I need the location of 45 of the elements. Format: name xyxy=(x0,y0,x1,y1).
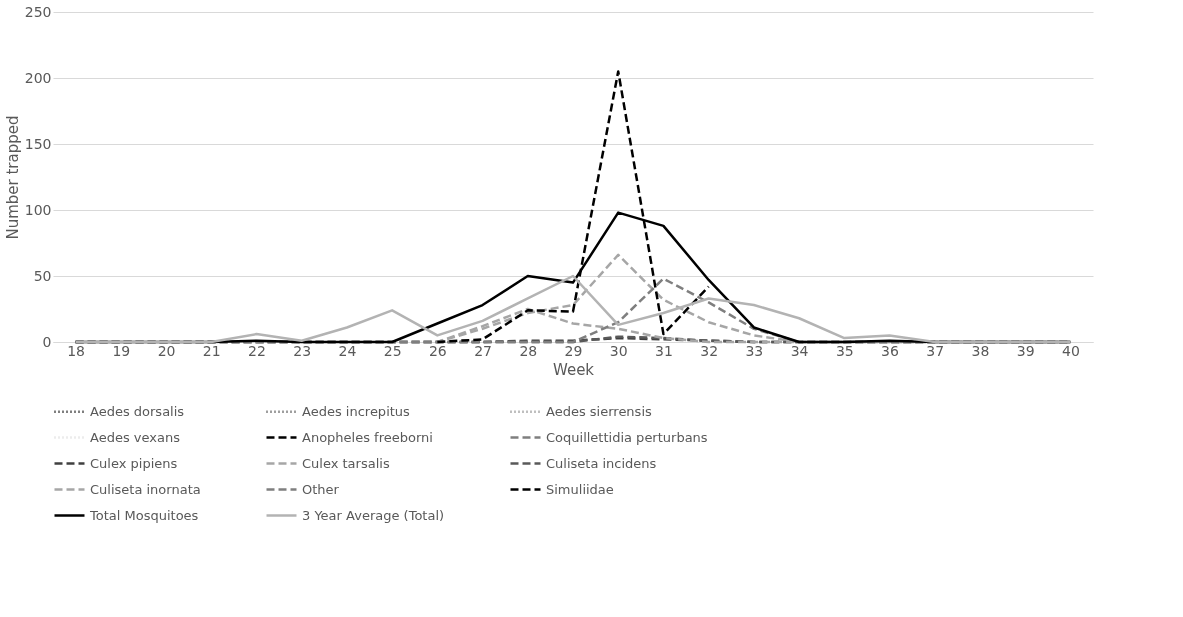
x-tick-label: 22 xyxy=(248,342,266,359)
x-tick-label: 38 xyxy=(971,342,990,359)
x-tick-label: 33 xyxy=(745,342,764,359)
legend-label: Culex tarsalis xyxy=(302,455,390,471)
legend-label: Aedes sierrensis xyxy=(546,403,652,419)
x-tick-label: 35 xyxy=(835,342,854,359)
x-tick-label: 28 xyxy=(519,342,538,359)
legend-label: Total Mosquitoes xyxy=(89,507,199,523)
x-tick-label: 39 xyxy=(1016,342,1035,359)
x-tick-label: 36 xyxy=(881,342,900,359)
legend-label: Culiseta incidens xyxy=(546,455,657,471)
x-tick-label: 23 xyxy=(293,342,312,359)
x-tick-label: 26 xyxy=(428,342,447,359)
y-tick-label: 50 xyxy=(33,267,52,284)
x-tick-label: 21 xyxy=(202,342,221,359)
y-tick-label: 150 xyxy=(24,135,52,152)
legend-label: Culex pipiens xyxy=(90,455,178,471)
x-tick-label: 29 xyxy=(564,342,583,359)
x-tick-label: 27 xyxy=(474,342,492,359)
x-tick-label: 37 xyxy=(926,342,945,359)
legend-label: Coquillettidia perturbans xyxy=(546,429,708,445)
x-tick-label: 25 xyxy=(383,342,402,359)
x-tick-label: 31 xyxy=(655,342,673,359)
legend-label: 3 Year Average (Total) xyxy=(302,507,445,523)
y-tick-label: 100 xyxy=(24,201,52,218)
y-tick-label: 0 xyxy=(42,333,52,350)
y-tick-label: 200 xyxy=(24,69,52,86)
x-tick-label: 24 xyxy=(338,342,357,359)
x-tick-label: 30 xyxy=(609,342,628,359)
x-tick-label: 18 xyxy=(67,342,86,359)
x-tick-label: 32 xyxy=(700,342,719,359)
legend-label: Culiseta inornata xyxy=(90,481,201,497)
legend-label: Aedes vexans xyxy=(90,429,181,445)
legend-label: Anopheles freeborni xyxy=(302,429,433,445)
x-tick-label: 40 xyxy=(1061,342,1080,359)
x-tick-label: 20 xyxy=(157,342,176,359)
legend-label: Simuliidae xyxy=(546,481,614,497)
legend-label: Aedes dorsalis xyxy=(90,403,185,419)
legend-label: Aedes increpitus xyxy=(302,403,411,419)
legend-label: Other xyxy=(302,481,340,497)
y-tick-label: 250 xyxy=(24,3,52,20)
x-axis-title: Week xyxy=(552,360,595,379)
y-axis-title: Number trapped xyxy=(3,115,22,240)
x-tick-label: 19 xyxy=(112,342,131,359)
x-tick-label: 34 xyxy=(790,342,809,359)
